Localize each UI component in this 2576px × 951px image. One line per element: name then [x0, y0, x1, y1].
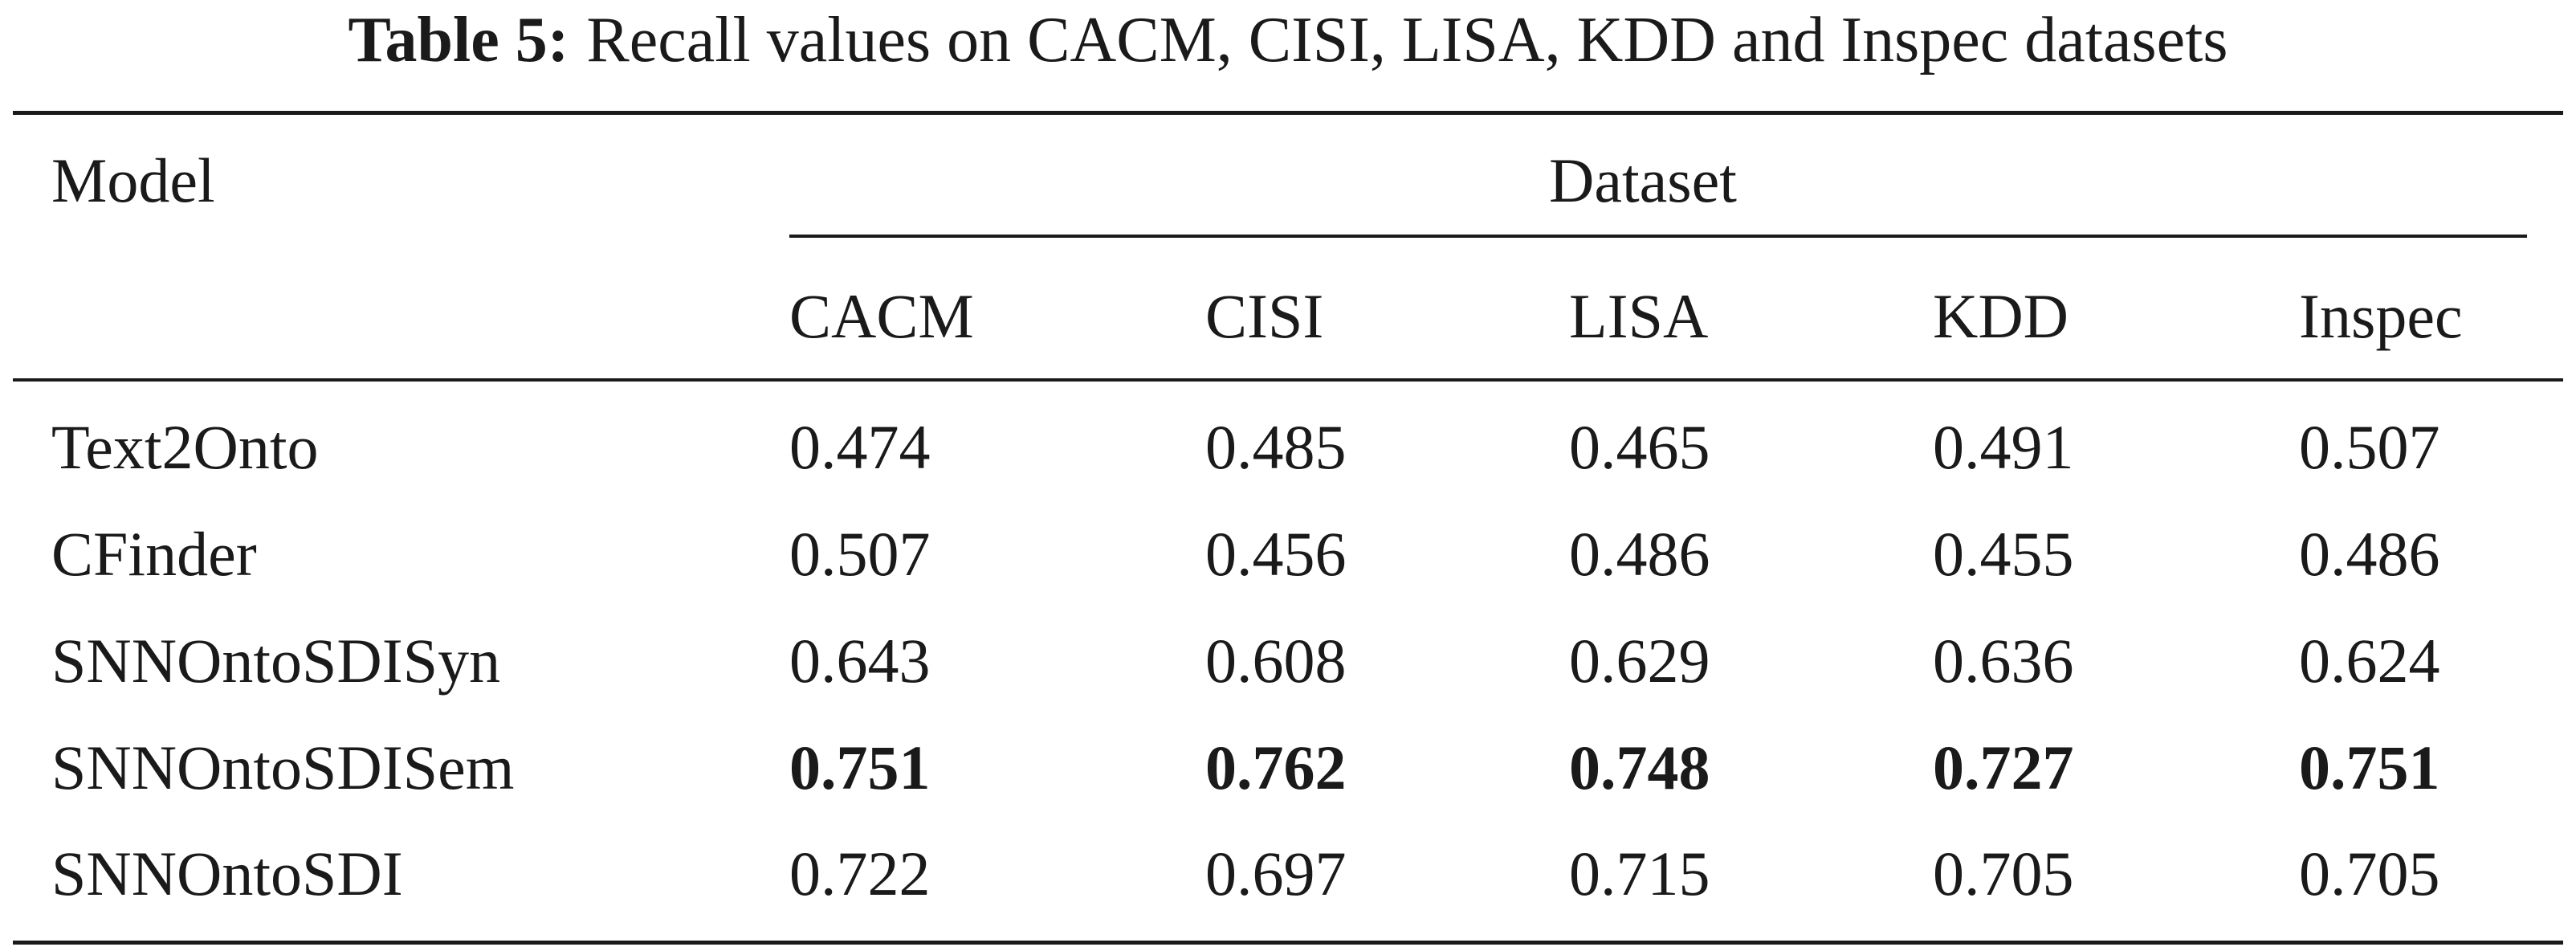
table-caption-label: Table 5:: [348, 5, 569, 76]
recall-value: 0.485: [1205, 412, 1347, 482]
recall-value: 0.491: [1933, 412, 2074, 482]
recall-value: 0.715: [1569, 839, 1710, 908]
recall-value: 0.705: [1933, 839, 2074, 908]
recall-value: 0.636: [1933, 626, 2074, 696]
recall-value: 0.486: [1569, 519, 1710, 589]
column-header: LISA: [1569, 281, 1709, 351]
column-header: Inspec: [2299, 281, 2463, 351]
column-header: CACM: [789, 281, 974, 351]
row-model-label: SNNOntoSDI: [51, 839, 403, 908]
header-model: Model: [51, 145, 215, 215]
recall-value: 0.624: [2299, 626, 2440, 696]
recall-value: 0.705: [2299, 839, 2440, 908]
column-header: KDD: [1933, 281, 2069, 351]
row-model-label: Text2Onto: [51, 412, 319, 482]
recall-value-best: 0.748: [1569, 733, 1710, 802]
recall-value: 0.629: [1569, 626, 1710, 696]
top-rule: [13, 111, 2563, 115]
recall-value: 0.486: [2299, 519, 2440, 589]
row-model-label: CFinder: [51, 519, 257, 589]
recall-value: 0.722: [789, 839, 931, 908]
table-caption: Table 5: Recall values on CACM, CISI, LIS…: [0, 0, 2576, 80]
table-caption-text: Recall values on CACM, CISI, LISA, KDD a…: [586, 5, 2228, 76]
header-dataset: Dataset: [1549, 145, 1737, 215]
recall-value: 0.465: [1569, 412, 1710, 482]
row-model-label: SNNOntoSDISem: [51, 733, 515, 802]
bottom-rule: [13, 941, 2563, 945]
recall-value-best: 0.727: [1933, 733, 2074, 802]
header-rule: [13, 378, 2563, 382]
recall-value: 0.697: [1205, 839, 1347, 908]
recall-value: 0.456: [1205, 519, 1347, 589]
dataset-group-rule: [789, 235, 2527, 238]
recall-value: 0.455: [1933, 519, 2074, 589]
recall-value: 0.474: [789, 412, 931, 482]
row-model-label: SNNOntoSDISyn: [51, 626, 501, 696]
recall-value-best: 0.751: [2299, 733, 2440, 802]
column-header: CISI: [1205, 281, 1324, 351]
recall-value: 0.507: [789, 519, 931, 589]
recall-value: 0.507: [2299, 412, 2440, 482]
recall-value: 0.643: [789, 626, 931, 696]
recall-value: 0.608: [1205, 626, 1347, 696]
recall-value-best: 0.762: [1205, 733, 1347, 802]
recall-value-best: 0.751: [789, 733, 931, 802]
